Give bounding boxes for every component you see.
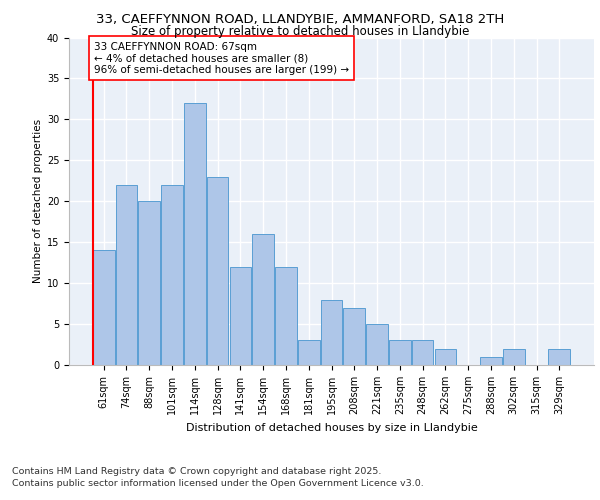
Bar <box>412 340 433 365</box>
Bar <box>253 234 274 365</box>
Bar <box>320 300 343 365</box>
Bar <box>161 185 183 365</box>
Bar <box>93 250 115 365</box>
Bar <box>139 201 160 365</box>
Bar <box>548 348 570 365</box>
Bar <box>207 176 229 365</box>
Bar <box>298 340 320 365</box>
Text: Contains HM Land Registry data © Crown copyright and database right 2025.
Contai: Contains HM Land Registry data © Crown c… <box>12 466 424 487</box>
Bar <box>343 308 365 365</box>
Bar <box>230 267 251 365</box>
Bar <box>434 348 456 365</box>
Bar <box>503 348 524 365</box>
Text: 33, CAEFFYNNON ROAD, LLANDYBIE, AMMANFORD, SA18 2TH: 33, CAEFFYNNON ROAD, LLANDYBIE, AMMANFOR… <box>96 12 504 26</box>
Text: Size of property relative to detached houses in Llandybie: Size of property relative to detached ho… <box>131 25 469 38</box>
Bar <box>366 324 388 365</box>
Bar <box>389 340 410 365</box>
Bar <box>275 267 297 365</box>
Bar <box>116 185 137 365</box>
X-axis label: Distribution of detached houses by size in Llandybie: Distribution of detached houses by size … <box>185 422 478 432</box>
Text: 33 CAEFFYNNON ROAD: 67sqm
← 4% of detached houses are smaller (8)
96% of semi-de: 33 CAEFFYNNON ROAD: 67sqm ← 4% of detach… <box>94 42 349 75</box>
Bar <box>184 103 206 365</box>
Y-axis label: Number of detached properties: Number of detached properties <box>32 119 43 284</box>
Bar <box>480 357 502 365</box>
